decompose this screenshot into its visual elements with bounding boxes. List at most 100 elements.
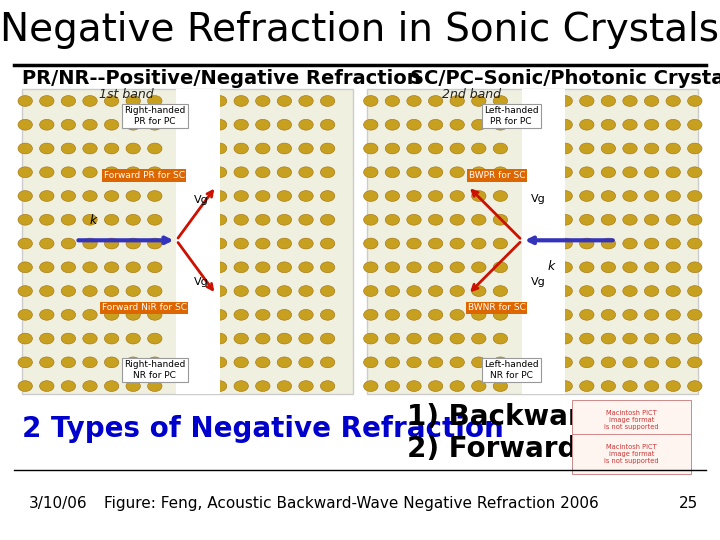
Circle shape: [364, 381, 378, 392]
Circle shape: [277, 333, 292, 344]
Circle shape: [299, 214, 313, 225]
Circle shape: [299, 119, 313, 130]
Circle shape: [83, 96, 97, 106]
Circle shape: [83, 286, 97, 296]
Circle shape: [450, 238, 464, 249]
Circle shape: [83, 333, 97, 344]
Circle shape: [385, 191, 400, 201]
Circle shape: [601, 357, 616, 368]
Circle shape: [256, 333, 270, 344]
Circle shape: [364, 309, 378, 320]
Text: 2nd band: 2nd band: [442, 88, 501, 101]
Circle shape: [277, 286, 292, 296]
Circle shape: [126, 286, 140, 296]
Circle shape: [148, 262, 162, 273]
Circle shape: [364, 357, 378, 368]
Circle shape: [688, 143, 702, 154]
Circle shape: [623, 333, 637, 344]
Circle shape: [558, 191, 572, 201]
Circle shape: [472, 167, 486, 178]
Circle shape: [364, 262, 378, 273]
Circle shape: [83, 309, 97, 320]
Circle shape: [234, 381, 248, 392]
Circle shape: [104, 262, 119, 273]
Circle shape: [428, 357, 443, 368]
Circle shape: [40, 167, 54, 178]
Circle shape: [580, 286, 594, 296]
Circle shape: [644, 167, 659, 178]
Circle shape: [428, 333, 443, 344]
Circle shape: [126, 191, 140, 201]
Text: 25: 25: [679, 496, 698, 511]
Circle shape: [277, 381, 292, 392]
Circle shape: [320, 286, 335, 296]
Circle shape: [644, 191, 659, 201]
Circle shape: [688, 309, 702, 320]
Circle shape: [450, 191, 464, 201]
Circle shape: [558, 262, 572, 273]
Circle shape: [18, 333, 32, 344]
Circle shape: [104, 381, 119, 392]
Circle shape: [104, 309, 119, 320]
Circle shape: [493, 119, 508, 130]
Circle shape: [558, 167, 572, 178]
Circle shape: [148, 381, 162, 392]
Circle shape: [104, 286, 119, 296]
Circle shape: [18, 262, 32, 273]
Circle shape: [428, 143, 443, 154]
Circle shape: [299, 262, 313, 273]
FancyBboxPatch shape: [522, 89, 565, 394]
Circle shape: [234, 333, 248, 344]
Circle shape: [212, 333, 227, 344]
Circle shape: [277, 238, 292, 249]
Circle shape: [428, 262, 443, 273]
Circle shape: [234, 119, 248, 130]
Circle shape: [601, 191, 616, 201]
Text: 3/10/06: 3/10/06: [29, 496, 87, 511]
Circle shape: [148, 357, 162, 368]
Circle shape: [407, 214, 421, 225]
Circle shape: [364, 96, 378, 106]
Circle shape: [493, 357, 508, 368]
Circle shape: [666, 309, 680, 320]
Circle shape: [407, 286, 421, 296]
Circle shape: [126, 238, 140, 249]
Circle shape: [601, 96, 616, 106]
Circle shape: [558, 143, 572, 154]
Circle shape: [623, 214, 637, 225]
Circle shape: [61, 96, 76, 106]
Circle shape: [364, 238, 378, 249]
Circle shape: [472, 262, 486, 273]
Circle shape: [601, 214, 616, 225]
Circle shape: [299, 286, 313, 296]
Circle shape: [126, 96, 140, 106]
Circle shape: [148, 238, 162, 249]
Circle shape: [688, 357, 702, 368]
Circle shape: [256, 143, 270, 154]
Circle shape: [148, 143, 162, 154]
Text: Macintosh PICT
image format
is not supported: Macintosh PICT image format is not suppo…: [604, 409, 659, 430]
Circle shape: [320, 238, 335, 249]
Circle shape: [234, 96, 248, 106]
Circle shape: [407, 238, 421, 249]
Circle shape: [61, 357, 76, 368]
Circle shape: [212, 167, 227, 178]
Circle shape: [601, 333, 616, 344]
Circle shape: [234, 262, 248, 273]
Circle shape: [256, 381, 270, 392]
Circle shape: [61, 333, 76, 344]
Circle shape: [580, 262, 594, 273]
Circle shape: [493, 143, 508, 154]
Circle shape: [148, 191, 162, 201]
Circle shape: [148, 286, 162, 296]
Circle shape: [18, 309, 32, 320]
Circle shape: [580, 143, 594, 154]
Circle shape: [558, 214, 572, 225]
Circle shape: [601, 381, 616, 392]
Circle shape: [18, 357, 32, 368]
Circle shape: [407, 167, 421, 178]
Circle shape: [666, 119, 680, 130]
Circle shape: [450, 286, 464, 296]
Circle shape: [320, 119, 335, 130]
Circle shape: [299, 381, 313, 392]
